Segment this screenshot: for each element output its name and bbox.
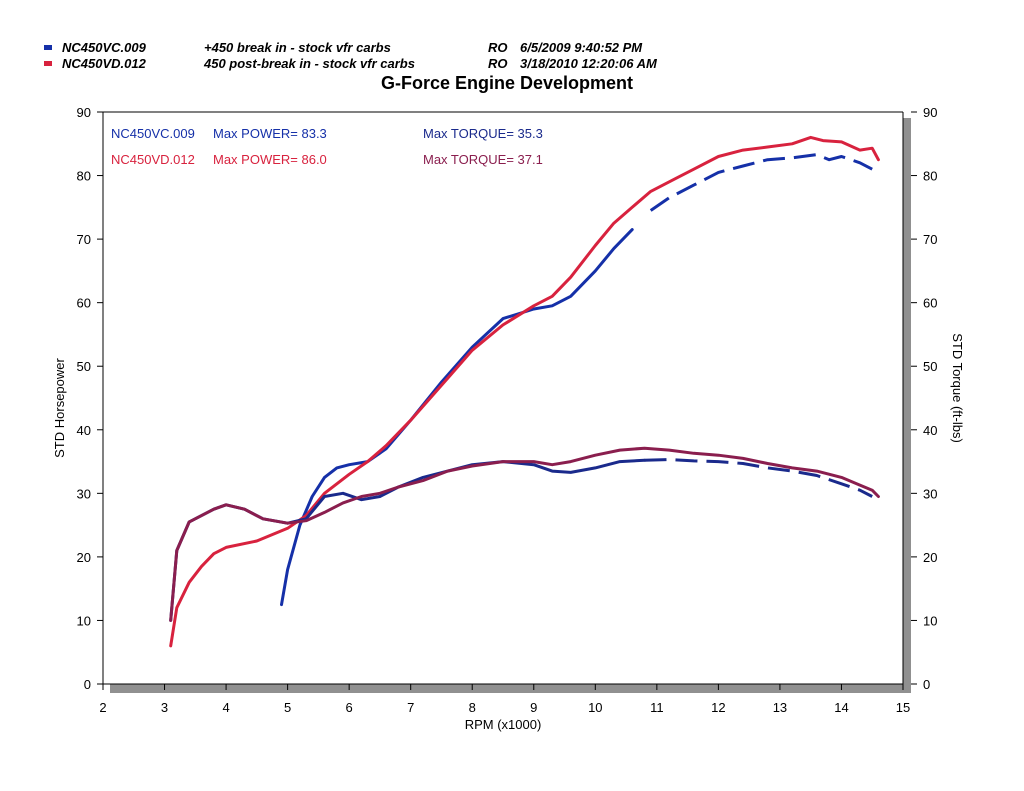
y-axis-left-ticks: 0 10 20 30 40 50 60 70 80 90 [77,105,103,692]
annotation-run-2-id: NC450VD.012 [111,152,195,167]
y-axis-right-ticks: 0 10 20 30 40 50 60 70 80 90 [911,105,937,692]
annotation-run-1-power: Max POWER= 83.3 [213,126,327,141]
y-tick-label-right: 10 [923,613,937,628]
y-tick-label-right: 50 [923,359,937,374]
x-tick-label: 3 [161,700,168,715]
run-1-operator: RO [488,40,508,55]
x-tick-label: 2 [99,700,106,715]
y-tick-label-right: 30 [923,486,937,501]
x-tick-label: 13 [773,700,787,715]
x-tick-label: 6 [346,700,353,715]
y-tick-label-left: 30 [77,486,91,501]
series-layer [169,135,880,648]
x-tick-label: 9 [530,700,537,715]
y-tick-label-left: 10 [77,613,91,628]
y-tick-label-left: 60 [77,296,91,311]
y-axis-right-label: STD Torque (ft-lbs) [950,333,965,443]
y-tick-label-left: 20 [77,550,91,565]
y-tick-label-left: 90 [77,105,91,120]
series-line-nc450vd-012-torque [169,446,880,622]
y-tick-label-right: 80 [923,169,937,184]
series-line-dashed-nc450vc-009-power [649,153,873,212]
y-tick-label-left: 80 [77,169,91,184]
run-2-id: NC450VD.012 [62,56,146,71]
y-tick-label-right: 60 [923,296,937,311]
series-line-nc450vd-012-power [169,135,880,648]
y-tick-label-right: 90 [923,105,937,120]
y-tick-label-right: 40 [923,423,937,438]
chart-title: G-Force Engine Development [381,73,633,93]
x-tick-label: 14 [834,700,848,715]
annotation-run-2-torque: Max TORQUE= 37.1 [423,152,543,167]
x-tick-label: 11 [650,700,664,715]
run-2-operator: RO [488,56,508,71]
y-tick-label-left: 40 [77,423,91,438]
run-header-2: NC450VD.012 450 post-break in - stock vf… [40,56,800,72]
x-tick-label: 8 [469,700,476,715]
x-axis-ticks: 2 3 4 5 6 7 8 9 10 11 12 13 14 15 [99,684,910,715]
x-tick-label: 5 [284,700,291,715]
run-1-datetime: 6/5/2009 9:40:52 PM [520,40,643,55]
plot-background [110,112,910,692]
series-line-dashed-nc450vc-009-torque [644,458,873,498]
run-header-1: NC450VC.009 +450 break in - stock vfr ca… [40,40,800,56]
plot-shadow-right [903,118,911,693]
x-tick-label: 15 [896,700,910,715]
run-2-datetime: 3/18/2010 12:20:06 AM [520,56,657,71]
plot-shadow-bottom [110,684,911,693]
run-1-description: +450 break in - stock vfr carbs [204,40,391,55]
y-tick-label-right: 70 [923,232,937,247]
annotation-run-1-torque: Max TORQUE= 35.3 [423,126,543,141]
run-2-swatch [44,61,52,66]
x-tick-label: 12 [711,700,725,715]
y-tick-label-right: 0 [923,677,930,692]
y-tick-label-left: 70 [77,232,91,247]
x-tick-label: 4 [222,700,229,715]
x-axis-label: RPM (x1000) [465,717,542,732]
annotation-run-2-power: Max POWER= 86.0 [213,152,327,167]
y-tick-label-left: 50 [77,359,91,374]
x-tick-label: 7 [407,700,414,715]
y-tick-label-right: 20 [923,550,937,565]
run-1-id: NC450VC.009 [62,40,146,55]
run-1-swatch [44,45,52,50]
x-tick-label: 10 [588,700,602,715]
run-2-description: 450 post-break in - stock vfr carbs [204,56,415,71]
y-tick-label-left: 0 [84,677,91,692]
annotation-run-1-id: NC450VC.009 [111,126,195,141]
y-axis-left-label: STD Horsepower [52,357,67,457]
